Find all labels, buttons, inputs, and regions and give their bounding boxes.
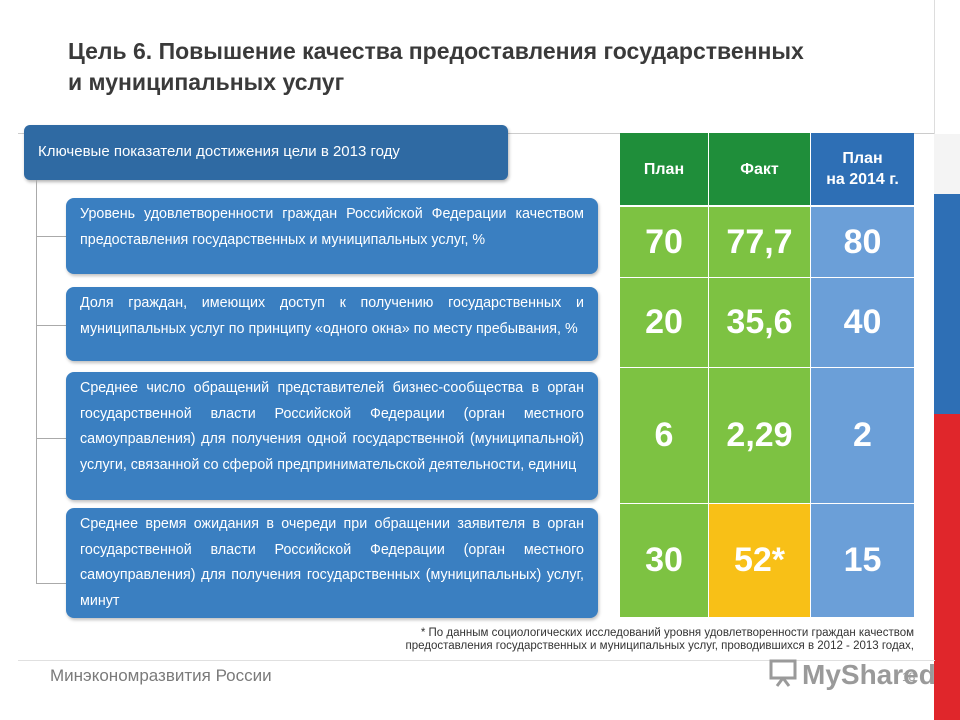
page-title: Цель 6. Повышение качества предоставлени… [68, 36, 938, 98]
page-title-line1: Цель 6. Повышение качества предоставлени… [68, 38, 804, 64]
table-cell: 15 [810, 503, 914, 617]
table-cell: 2 [810, 367, 914, 503]
flag-stripe-red [934, 414, 960, 720]
table-cell: 6 [620, 367, 708, 503]
flag-stripe-white [934, 134, 960, 194]
table-cell: 35,6 [708, 277, 810, 367]
table-cell: 80 [810, 205, 914, 277]
watermark-text: MyShared [802, 658, 936, 690]
footnote-line1: * По данным социологических исследований… [420, 627, 914, 639]
table-header-plan: План [620, 133, 708, 205]
table-cell: 30 [620, 503, 708, 617]
key-indicators-header: Ключевые показатели достижения цели в 20… [24, 125, 508, 180]
page-title-line2: и муниципальных услуг [68, 69, 345, 95]
indicator-satisfaction: Уровень удовлетворенности граждан Россий… [66, 198, 598, 274]
divider [18, 660, 935, 661]
indicator-queue-time: Среднее время ожидания в очереди при обр… [66, 508, 598, 618]
table-header-plan-2014: План на 2014 г. [810, 133, 914, 205]
footer-organization: Минэкономразвития России [50, 666, 272, 685]
table-cell-highlight: 52* [708, 503, 810, 617]
tree-connector [36, 438, 66, 439]
flag-stripe-blue [934, 194, 960, 414]
presentation-icon [768, 658, 798, 695]
table-cell: 40 [810, 277, 914, 367]
tree-connector [36, 236, 66, 237]
table-cell: 70 [620, 205, 708, 277]
tree-connector [36, 583, 66, 584]
watermark: MyShared [768, 658, 936, 695]
tree-connector [36, 180, 37, 584]
table-cell: 77,7 [708, 205, 810, 277]
table-cell: 2,29 [708, 367, 810, 503]
indicator-one-window-access: Доля граждан, имеющих доступ к получению… [66, 287, 598, 361]
footnote-line2: предоставления государственных и муницип… [405, 640, 914, 652]
table-cell: 20 [620, 277, 708, 367]
indicators-table: План Факт План на 2014 г. 70 77,7 80 20 … [620, 133, 914, 617]
footnote: * По данным социологических исследований… [300, 627, 914, 653]
page-number: 18 [902, 670, 916, 684]
tree-connector [36, 325, 66, 326]
table-header-fact: Факт [708, 133, 810, 205]
indicator-business-requests: Среднее число обращений представителей б… [66, 372, 598, 500]
